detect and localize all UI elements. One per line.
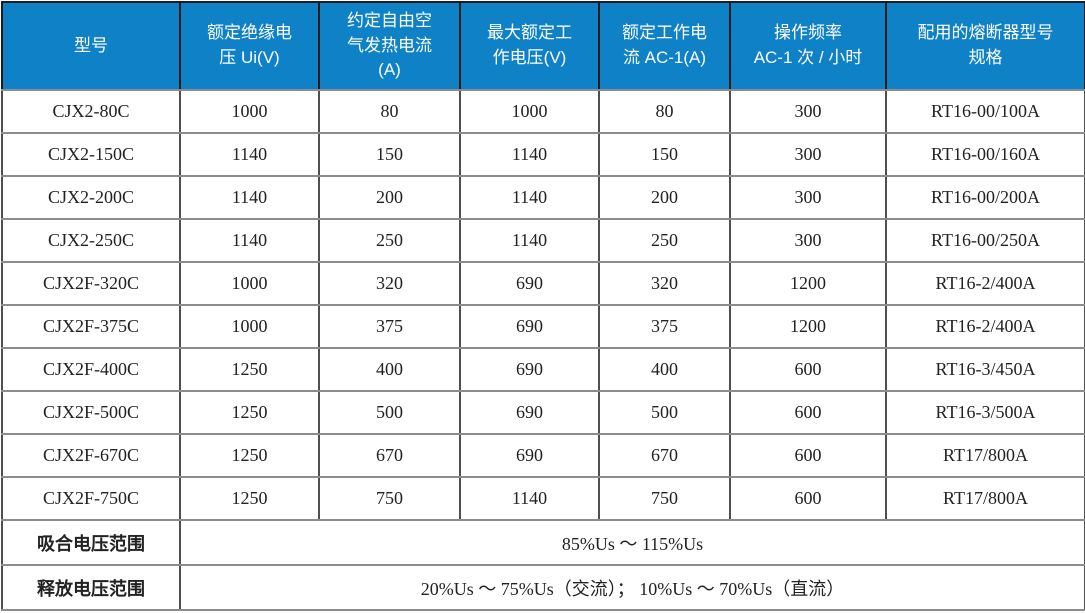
value-cell: 690 xyxy=(459,261,600,306)
value-cell: 500 xyxy=(318,390,461,435)
value-cell: 300 xyxy=(729,89,887,134)
model-cell: CJX2F-670C xyxy=(1,433,181,478)
table-row: CJX2F-750C 1250 750 1140 750 600 RT17/800A xyxy=(1,476,1085,521)
value-cell: RT16-3/500A xyxy=(885,390,1085,435)
col-header-matching-fuse-type: 配用的熔断器型号 规格 xyxy=(885,1,1085,91)
value-cell: 1140 xyxy=(459,218,600,263)
value-cell: 80 xyxy=(598,89,731,134)
value-cell: 1250 xyxy=(179,433,320,478)
value-cell: RT16-00/160A xyxy=(885,132,1085,177)
value-cell: 690 xyxy=(459,347,600,392)
value-cell: 80 xyxy=(318,89,461,134)
value-cell: 690 xyxy=(459,390,600,435)
value-cell: RT17/800A xyxy=(885,476,1085,521)
value-cell: 320 xyxy=(598,261,731,306)
table-header: 型号 额定绝缘电 压 Ui(V) 约定自由空 气发热电流 (A) 最大额定工 作… xyxy=(1,1,1085,91)
release-voltage-row: 释放电压范围 20%Us ～ 75%Us（交流）； 10%Us ～ 70%Us（… xyxy=(1,564,1085,611)
value-cell: 690 xyxy=(459,433,600,478)
model-cell: CJX2-200C xyxy=(1,175,181,220)
value-cell: 375 xyxy=(318,304,461,349)
value-cell: 1000 xyxy=(459,89,600,134)
table-row: CJX2-200C 1140 200 1140 200 300 RT16-00/200A xyxy=(1,175,1085,220)
value-cell: 690 xyxy=(459,304,600,349)
value-cell: 1000 xyxy=(179,261,320,306)
value-cell: 1140 xyxy=(179,218,320,263)
value-cell: 200 xyxy=(318,175,461,220)
value-cell: 300 xyxy=(729,218,887,263)
header-row: 型号 额定绝缘电 压 Ui(V) 约定自由空 气发热电流 (A) 最大额定工 作… xyxy=(1,1,1085,91)
table-row: CJX2-150C 1140 150 1140 150 300 RT16-00/160A xyxy=(1,132,1085,177)
value-cell: 1140 xyxy=(179,175,320,220)
value-cell: 600 xyxy=(729,390,887,435)
value-cell: 750 xyxy=(598,476,731,521)
value-cell: 1250 xyxy=(179,347,320,392)
value-cell: 670 xyxy=(598,433,731,478)
table-row: CJX2F-400C 1250 400 690 400 600 RT16-3/450A xyxy=(1,347,1085,392)
value-cell: 1200 xyxy=(729,304,887,349)
table-row: CJX2F-375C 1000 375 690 375 1200 RT16-2/400A xyxy=(1,304,1085,349)
value-cell: 600 xyxy=(729,433,887,478)
model-cell: CJX2F-750C xyxy=(1,476,181,521)
col-header-max-working-voltage: 最大额定工 作电压(V) xyxy=(459,1,600,91)
value-cell: 400 xyxy=(598,347,731,392)
release-voltage-label: 释放电压范围 xyxy=(1,564,181,611)
value-cell: 1000 xyxy=(179,89,320,134)
value-cell: RT16-00/200A xyxy=(885,175,1085,220)
table-row: CJX2-250C 1140 250 1140 250 300 RT16-00/250A xyxy=(1,218,1085,263)
release-voltage-value: 20%Us ～ 75%Us（交流）； 10%Us ～ 70%Us（直流） xyxy=(179,564,1085,611)
value-cell: 300 xyxy=(729,175,887,220)
value-cell: 200 xyxy=(598,175,731,220)
value-cell: 670 xyxy=(318,433,461,478)
value-cell: 320 xyxy=(318,261,461,306)
table-footer: 吸合电压范围 85%Us ～ 115%Us 释放电压范围 20%Us ～ 75%… xyxy=(1,519,1085,611)
model-cell: CJX2F-500C xyxy=(1,390,181,435)
value-cell: 1000 xyxy=(179,304,320,349)
col-header-operating-frequency: 操作频率 AC-1 次 / 小时 xyxy=(729,1,887,91)
value-cell: RT16-3/450A xyxy=(885,347,1085,392)
pickup-voltage-value: 85%Us ～ 115%Us xyxy=(179,519,1085,566)
value-cell: 1140 xyxy=(179,132,320,177)
pickup-voltage-label: 吸合电压范围 xyxy=(1,519,181,566)
value-cell: 600 xyxy=(729,476,887,521)
value-cell: 1250 xyxy=(179,476,320,521)
model-cell: CJX2F-375C xyxy=(1,304,181,349)
col-header-rated-ac1-current: 额定工作电 流 AC-1(A) xyxy=(598,1,731,91)
value-cell: RT16-2/400A xyxy=(885,304,1085,349)
value-cell: RT16-2/400A xyxy=(885,261,1085,306)
table-row: CJX2-80C 1000 80 1000 80 300 RT16-00/100A xyxy=(1,89,1085,134)
value-cell: 300 xyxy=(729,132,887,177)
value-cell: 250 xyxy=(598,218,731,263)
col-header-model: 型号 xyxy=(1,1,181,91)
table-row: CJX2F-670C 1250 670 690 670 600 RT17/800A xyxy=(1,433,1085,478)
value-cell: 1200 xyxy=(729,261,887,306)
col-header-rated-insulation-voltage: 额定绝缘电 压 Ui(V) xyxy=(179,1,320,91)
table-row: CJX2F-500C 1250 500 690 500 600 RT16-3/500A xyxy=(1,390,1085,435)
value-cell: 600 xyxy=(729,347,887,392)
col-header-free-air-thermal-current: 约定自由空 气发热电流 (A) xyxy=(318,1,461,91)
value-cell: 150 xyxy=(318,132,461,177)
value-cell: 750 xyxy=(318,476,461,521)
value-cell: 375 xyxy=(598,304,731,349)
pickup-voltage-row: 吸合电压范围 85%Us ～ 115%Us xyxy=(1,519,1085,566)
value-cell: RT16-00/100A xyxy=(885,89,1085,134)
table-body: CJX2-80C 1000 80 1000 80 300 RT16-00/100A CJX2-… xyxy=(1,89,1085,521)
model-cell: CJX2F-320C xyxy=(1,261,181,306)
value-cell: 1250 xyxy=(179,390,320,435)
value-cell: RT16-00/250A xyxy=(885,218,1085,263)
value-cell: 250 xyxy=(318,218,461,263)
model-cell: CJX2F-400C xyxy=(1,347,181,392)
value-cell: 1140 xyxy=(459,132,600,177)
value-cell: 1140 xyxy=(459,175,600,220)
model-cell: CJX2-80C xyxy=(1,89,181,134)
table-row: CJX2F-320C 1000 320 690 320 1200 RT16-2/400A xyxy=(1,261,1085,306)
value-cell: 500 xyxy=(598,390,731,435)
value-cell: 1140 xyxy=(459,476,600,521)
model-cell: CJX2-250C xyxy=(1,218,181,263)
model-cell: CJX2-150C xyxy=(1,132,181,177)
value-cell: RT17/800A xyxy=(885,433,1085,478)
value-cell: 150 xyxy=(598,132,731,177)
value-cell: 400 xyxy=(318,347,461,392)
